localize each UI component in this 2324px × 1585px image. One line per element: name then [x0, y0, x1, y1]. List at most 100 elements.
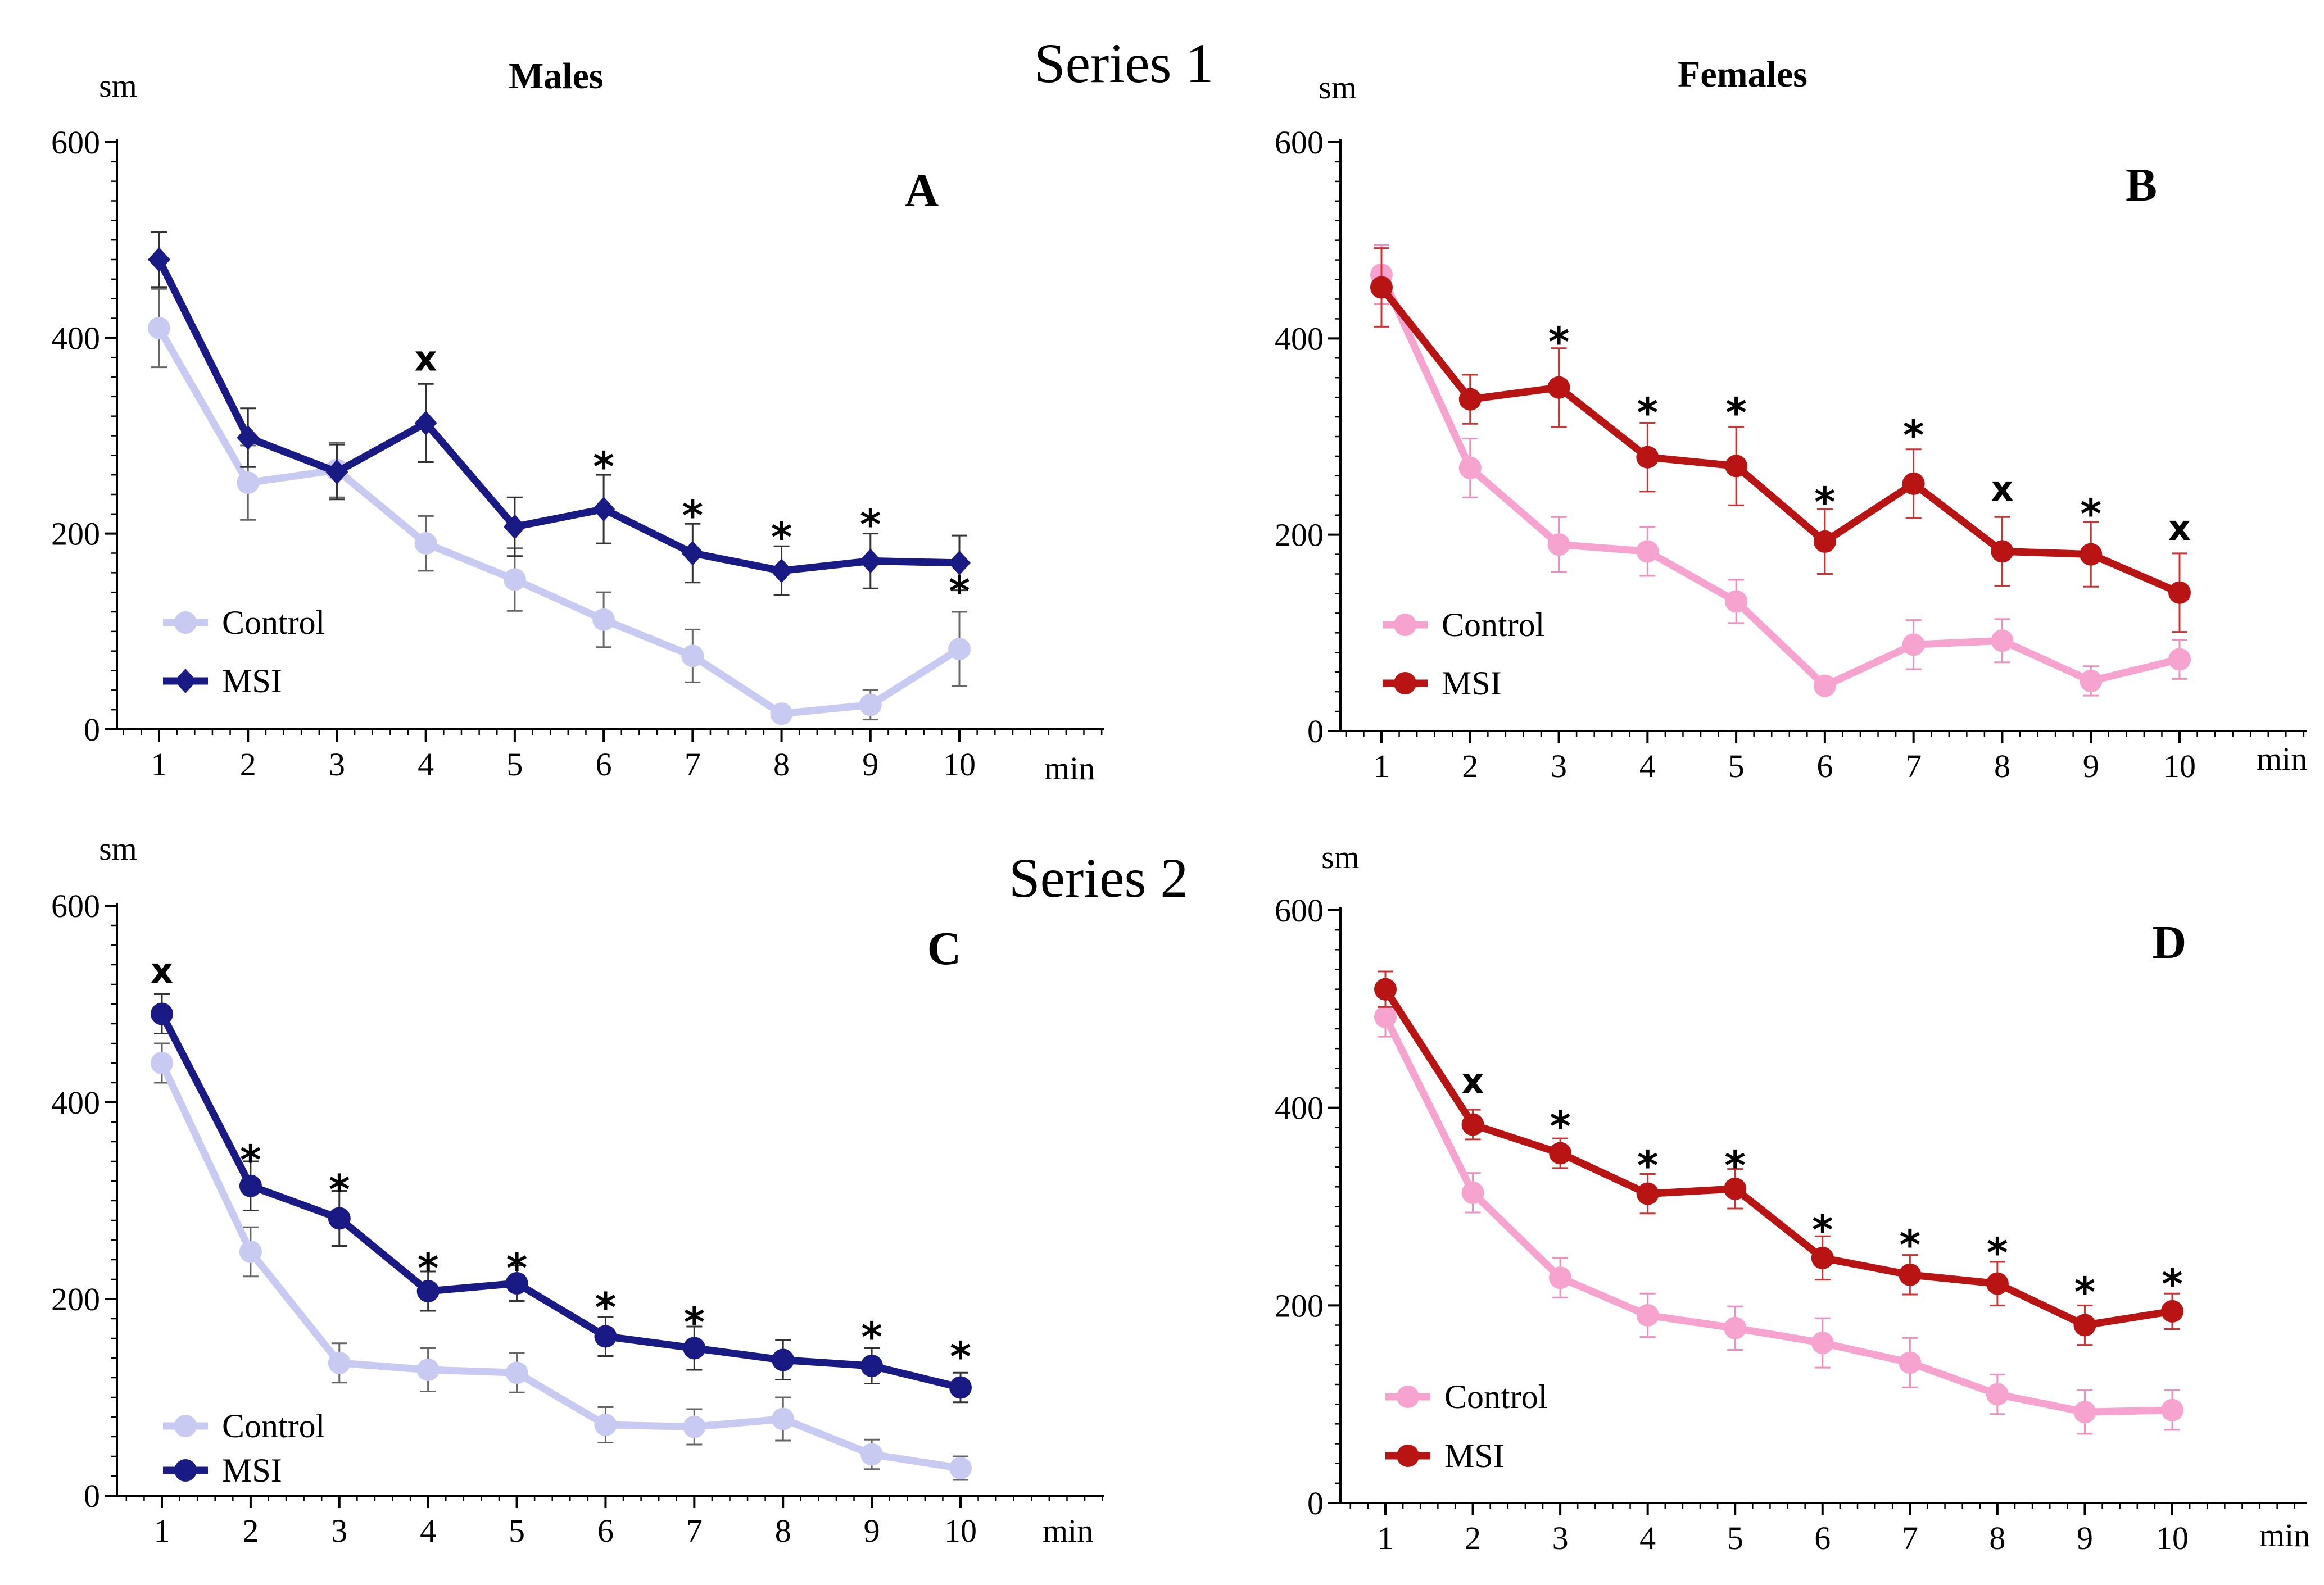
data-point	[1724, 1177, 1747, 1200]
females-heading: Females	[1678, 54, 1807, 95]
data-point	[151, 1052, 173, 1074]
data-point	[683, 1337, 706, 1360]
data-point	[239, 1241, 262, 1263]
legend-marker	[1397, 1445, 1419, 1467]
data-point	[1547, 533, 1570, 556]
data-point	[2073, 1401, 2096, 1424]
data-point	[416, 1280, 440, 1302]
data-point	[859, 693, 882, 716]
x-tick-label: 5	[506, 746, 523, 783]
data-point	[1899, 1351, 1922, 1374]
data-point	[328, 1351, 351, 1374]
data-point	[2161, 1300, 2183, 1323]
data-point	[237, 471, 260, 494]
data-point	[1461, 1113, 1484, 1136]
x-tick-label: 2	[1462, 748, 1478, 784]
y-tick-label: 600	[51, 888, 100, 924]
annotation-asterisk: *	[593, 443, 614, 491]
legend-marker	[174, 611, 197, 634]
x-tick-label: 3	[331, 1513, 347, 1549]
data-point	[2073, 1314, 2096, 1337]
data-point	[1370, 276, 1393, 299]
data-point	[2080, 669, 2103, 692]
x-tick-label: 7	[685, 746, 701, 783]
annotation-asterisk: *	[1725, 389, 1747, 436]
data-point	[1549, 1266, 1572, 1289]
x-tick-label: 4	[1639, 1520, 1656, 1556]
data-point	[772, 1407, 795, 1430]
annotation-asterisk: *	[861, 1314, 882, 1361]
data-point	[1813, 530, 1836, 553]
panel-label: D	[2153, 916, 2187, 969]
legend: Control MSI	[163, 1407, 325, 1489]
x-tick-label: 10	[943, 746, 976, 783]
x-tick-label: 9	[864, 1513, 880, 1549]
y-tick-label: 0	[1307, 713, 1324, 750]
y-tick-label: 200	[51, 1281, 100, 1318]
data-point	[594, 1325, 617, 1348]
data-point	[1547, 376, 1570, 399]
x-tick-label: 4	[418, 746, 434, 783]
series-line	[156, 326, 962, 717]
data-point	[594, 1414, 617, 1436]
legend-marker	[1394, 672, 1416, 694]
data-point	[1636, 540, 1659, 563]
annotation-asterisk: *	[418, 1245, 439, 1292]
data-point	[770, 702, 793, 725]
series-control	[1370, 244, 2191, 697]
x-tick-label: 8	[1994, 748, 2010, 784]
data-point	[1813, 674, 1836, 697]
series-control	[151, 1042, 972, 1481]
data-point	[503, 568, 526, 591]
data-point	[2080, 543, 2103, 566]
chart-panel-b: 0 200 400 600 1 2 3 4 5 6 7 8 9 10 sm min B * * * * * x * x Contr…	[1275, 69, 2307, 784]
legend-label: Control	[1442, 606, 1544, 643]
x-tick-label: 5	[1728, 748, 1745, 784]
data-point	[505, 1361, 528, 1384]
data-point	[592, 608, 615, 631]
annotation-x: x	[1462, 1061, 1484, 1102]
x-axis-label: min	[2257, 741, 2307, 777]
y-tick-label: 400	[51, 320, 100, 356]
annotation-asterisk: *	[1637, 389, 1659, 436]
legend-marker	[174, 669, 197, 693]
y-tick-label: 600	[51, 124, 100, 161]
y-tick-label: 200	[51, 516, 100, 552]
x-tick-label: 6	[596, 746, 612, 783]
annotation-asterisk: *	[682, 492, 704, 539]
annotation-asterisk: *	[1724, 1142, 1746, 1189]
x-tick-label: 8	[773, 746, 790, 783]
data-point	[681, 644, 704, 667]
x-tick-label: 9	[2083, 748, 2099, 784]
data-point	[1902, 633, 1925, 656]
data-point	[239, 1174, 262, 1197]
series-msi	[1370, 247, 2191, 633]
annotation-asterisk: *	[1812, 1206, 1833, 1254]
data-point	[1811, 1246, 1834, 1269]
x-tick-label: 2	[242, 1513, 259, 1549]
panel-label: A	[905, 165, 939, 217]
data-point	[1458, 388, 1482, 411]
x-tick-label: 6	[597, 1513, 614, 1549]
data-point	[503, 514, 526, 539]
series-line	[1382, 987, 2173, 1329]
legend-label: Control	[222, 1407, 325, 1445]
data-point	[1461, 1181, 1484, 1204]
data-point	[148, 316, 170, 339]
x-tick-label: 7	[686, 1513, 703, 1549]
data-point	[770, 558, 793, 583]
data-point	[1636, 446, 1659, 469]
data-point	[328, 1207, 351, 1230]
legend-marker	[174, 1459, 197, 1482]
data-point	[592, 497, 615, 522]
data-point	[683, 1415, 706, 1438]
annotation-asterisk: *	[1814, 478, 1836, 525]
data-point	[949, 1457, 972, 1479]
data-point	[681, 541, 704, 566]
y-tick-label: 600	[1275, 892, 1324, 929]
x-tick-label: 1	[1378, 1520, 1394, 1556]
series-control	[148, 288, 971, 725]
data-point	[1725, 590, 1748, 613]
annotation-asterisk: *	[1900, 1221, 1921, 1268]
x-tick-label: 1	[1374, 748, 1390, 784]
